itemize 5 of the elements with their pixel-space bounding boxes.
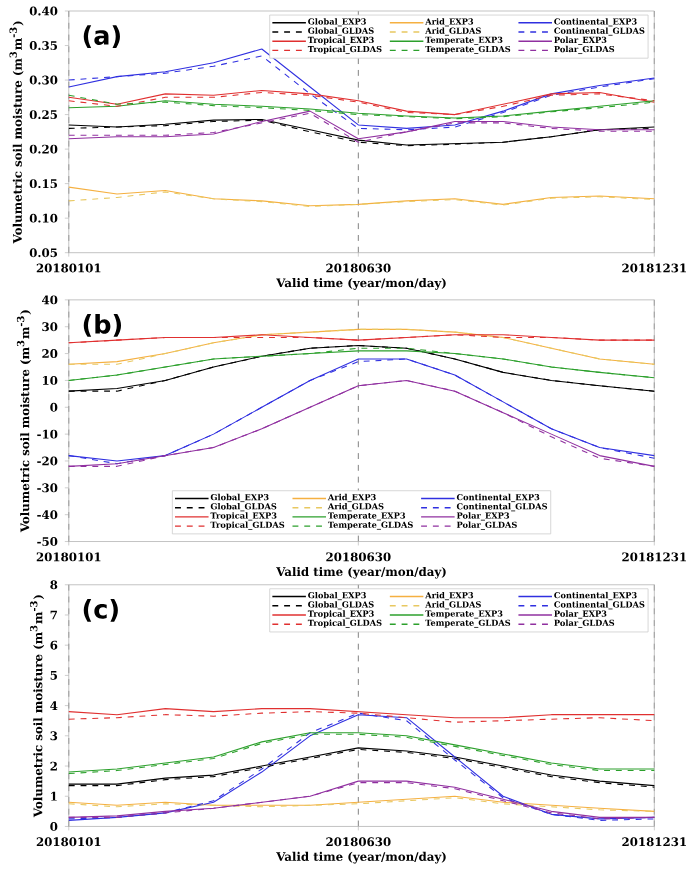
text: (b) xyxy=(83,314,122,337)
text: (a) xyxy=(83,25,121,48)
line-series xyxy=(68,191,655,207)
text: (c) xyxy=(83,598,119,622)
line-series xyxy=(68,186,655,207)
